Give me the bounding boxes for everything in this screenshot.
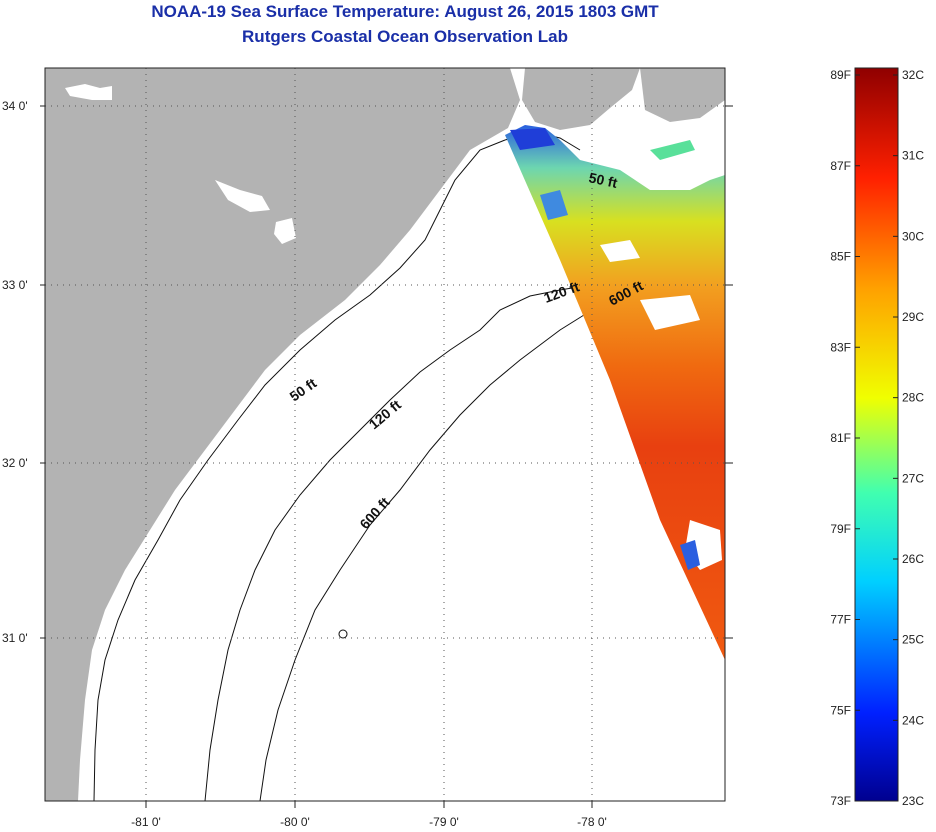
cloud-gap	[640, 295, 700, 330]
lon-label: -80 0'	[280, 815, 310, 829]
lon-label: -79 0'	[429, 815, 459, 829]
colorbar-label-celsius: 29C	[902, 310, 924, 324]
lon-label: -81 0'	[131, 815, 161, 829]
colorbar	[854, 67, 899, 802]
colorbar-label-celsius: 27C	[902, 471, 924, 485]
colorbar-label-fahrenheit: 83F	[830, 340, 851, 354]
colorbar-label-fahrenheit: 73F	[830, 794, 851, 808]
contour-50ft	[93, 139, 506, 801]
lake-spot	[274, 218, 296, 244]
lat-label: 33 0'	[2, 278, 28, 292]
colorbar-label-celsius: 30C	[902, 229, 924, 243]
contour-600ft	[259, 249, 681, 801]
map-subtitle: Rutgers Coastal Ocean Observation Lab	[242, 27, 568, 46]
colorbar-label-celsius: 31C	[902, 149, 924, 163]
colorbar-label-celsius: 24C	[902, 713, 924, 727]
lat-label: 31 0'	[2, 631, 28, 645]
map-title: NOAA-19 Sea Surface Temperature: August …	[151, 2, 659, 21]
lat-label: 32 0'	[2, 456, 28, 470]
sst-swath	[505, 125, 725, 660]
colorbar-label-celsius: 26C	[902, 552, 924, 566]
axis-ticks	[40, 105, 733, 808]
sst-cool-patch	[680, 540, 700, 570]
contour-120ft	[204, 284, 591, 801]
colorbar-label-celsius: 28C	[902, 391, 924, 405]
lake-spot	[215, 180, 270, 212]
colorbar-label-fahrenheit: 89F	[830, 68, 851, 82]
land-mass	[45, 68, 520, 801]
colorbar-label-celsius: 23C	[902, 794, 924, 808]
cloud-gap	[600, 240, 640, 262]
sst-cool-patch	[540, 190, 568, 220]
colorbar-label-fahrenheit: 85F	[830, 250, 851, 264]
lat-label: 34 0'	[2, 99, 28, 113]
colorbar-label-fahrenheit: 77F	[830, 613, 851, 627]
colorbar-label-fahrenheit: 81F	[830, 431, 851, 445]
contour-label-50ft-north: 50 ft	[587, 169, 619, 191]
graticule	[45, 68, 725, 801]
sst-cool-patch	[510, 128, 555, 150]
colorbar-label-fahrenheit: 79F	[830, 522, 851, 536]
map-frame	[44, 67, 726, 802]
colorbar-labels: 89F 87F 85F 83F 81F 79F 77F 75F 73F 32C 31C 30C 29C 2…	[830, 68, 924, 808]
land-mass-northeast	[522, 68, 640, 130]
colorbar-label-celsius: 32C	[902, 68, 924, 82]
seamount-contour	[338, 629, 348, 639]
colorbar-label-celsius: 25C	[902, 633, 924, 647]
lake-spot	[65, 84, 112, 100]
lon-label: -78 0'	[577, 815, 607, 829]
colorbar-label-fahrenheit: 87F	[830, 159, 851, 173]
land-mass-cape	[640, 68, 725, 122]
sst-patch	[650, 140, 695, 160]
colorbar-label-fahrenheit: 75F	[830, 703, 851, 717]
